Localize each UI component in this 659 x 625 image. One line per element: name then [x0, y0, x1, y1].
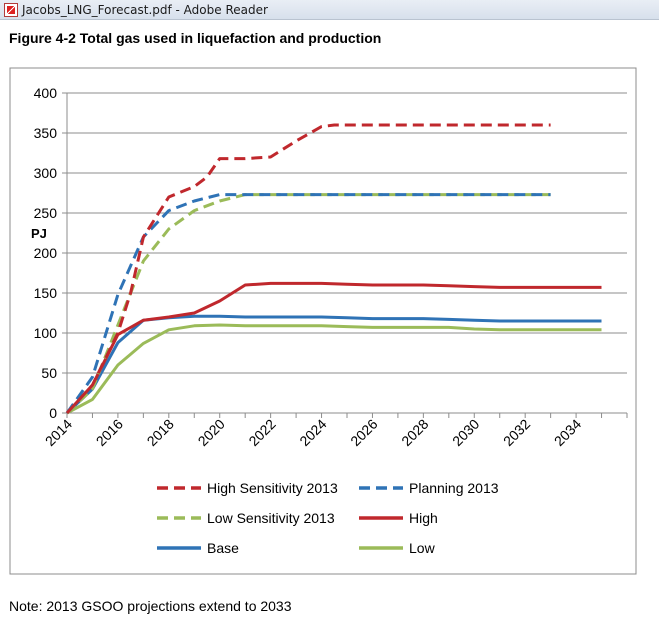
window-title: Jacobs_LNG_Forecast.pdf - Adobe Reader: [22, 2, 268, 17]
series-line-low-sensitivity-2013: [65, 193, 551, 415]
y-tick-label-50: 50: [41, 365, 57, 381]
y-tick-labels: 0 50 100 150 200 250 300 350 400: [34, 85, 58, 421]
legend-label-0: High Sensitivity 2013: [207, 480, 338, 496]
y-tick-label-250: 250: [34, 205, 58, 221]
legend: High Sensitivity 2013 Planning 2013 Low Se…: [157, 480, 499, 556]
footnote: Note: 2013 GSOO projections extend to 20…: [9, 598, 292, 614]
y-tick-label-150: 150: [34, 285, 58, 301]
y-tick-label-300: 300: [34, 165, 58, 181]
series-line-high: [65, 281, 602, 415]
series-line-low: [66, 323, 602, 415]
legend-label-3: High: [409, 510, 438, 526]
y-tick-label-350: 350: [34, 125, 58, 141]
series-line-planning-2013: [65, 193, 551, 414]
legend-label-2: Low Sensitivity 2013: [207, 510, 335, 526]
y-tick-label-400: 400: [34, 85, 58, 101]
window-titlebar: Jacobs_LNG_Forecast.pdf - Adobe Reader: [0, 0, 659, 20]
figure-title: Figure 4-2 Total gas used in liquefactio…: [9, 30, 382, 46]
y-tick-label-0: 0: [49, 405, 57, 421]
series-lines: [65, 123, 602, 415]
grid-lines: [62, 92, 627, 414]
y-tick-label-200: 200: [34, 245, 58, 261]
pdf-icon: [4, 2, 18, 17]
legend-label-1: Planning 2013: [409, 480, 499, 496]
series-line-high-sensitivity-2013: [65, 123, 551, 415]
legend-label-4: Base: [207, 540, 239, 556]
legend-label-5: Low: [409, 540, 436, 556]
y-tick-label-100: 100: [34, 325, 58, 341]
y-axis-label: PJ: [31, 226, 47, 241]
axes: [66, 93, 628, 418]
